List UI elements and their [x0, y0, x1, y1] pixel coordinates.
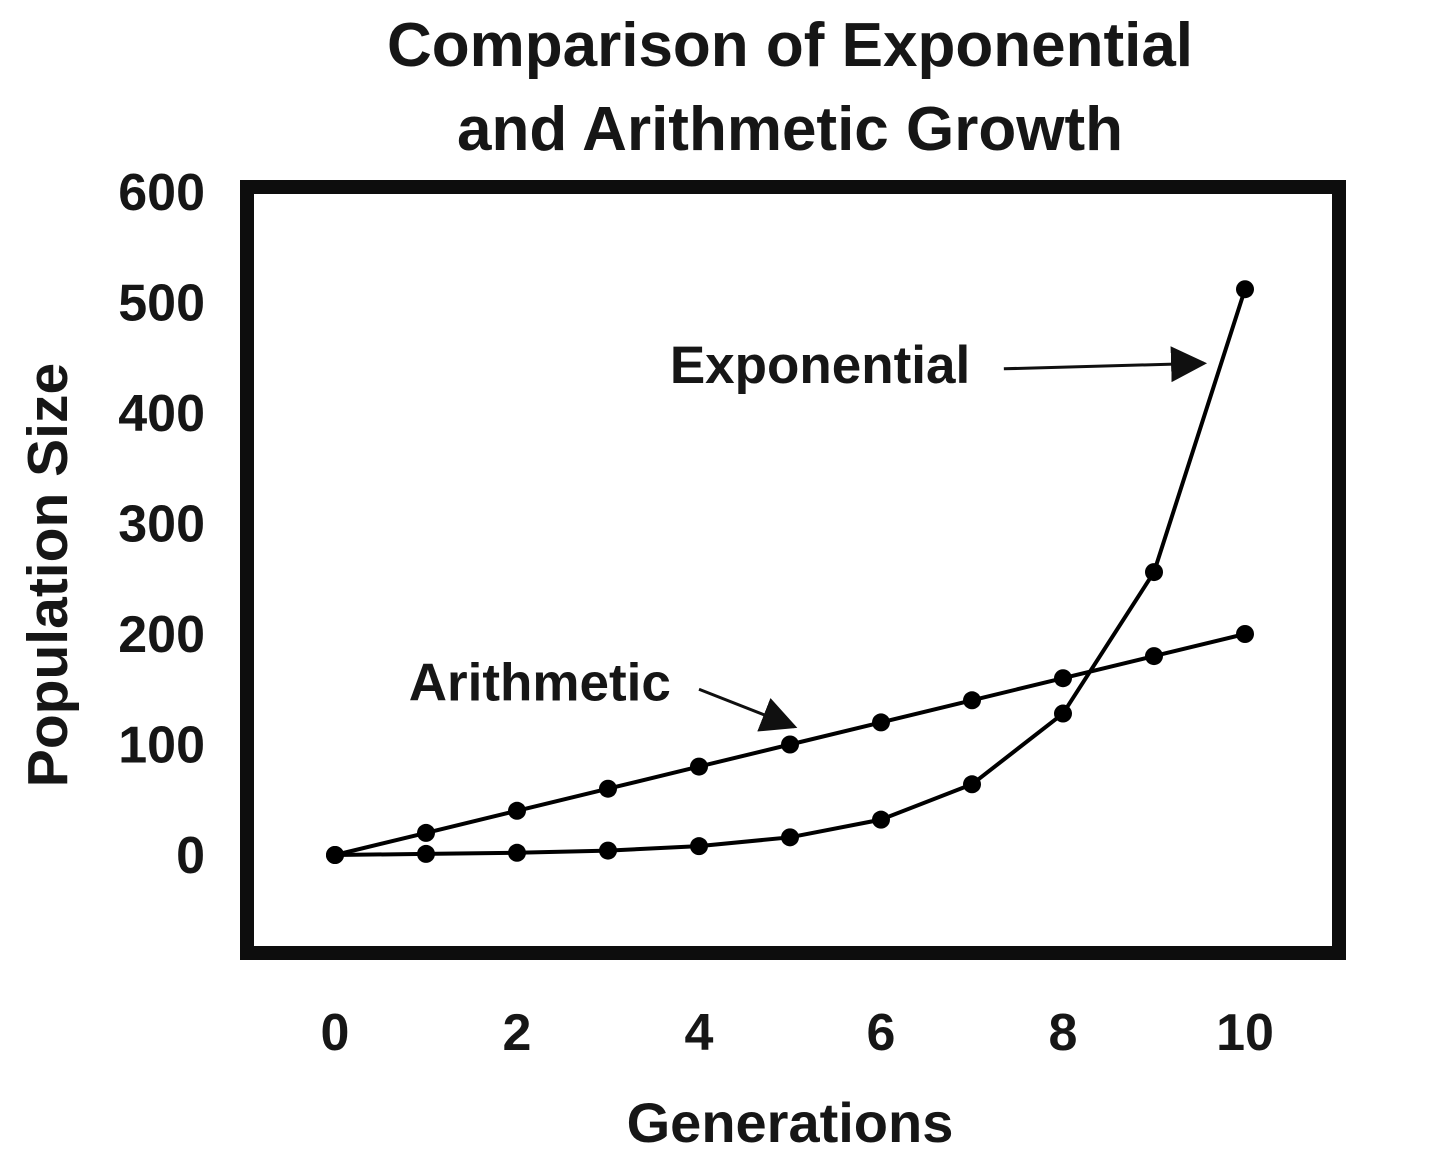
data-point-exponential [1054, 704, 1072, 723]
y-tick-label: 400 [118, 385, 205, 443]
chart-title-line-2: and Arithmetic Growth [457, 95, 1123, 164]
y-tick-label: 200 [118, 606, 205, 664]
data-point-exponential [508, 843, 526, 862]
data-point-exponential [417, 844, 435, 863]
data-point-arithmetic [963, 691, 981, 710]
plot-border [240, 180, 1346, 960]
y-tick-label: 0 [176, 827, 205, 885]
x-tick-label: 6 [867, 1004, 896, 1062]
annotation-arrow-arithmetic [698, 687, 798, 732]
x-axis-label: Generations [626, 1091, 954, 1154]
data-point-arithmetic [326, 846, 344, 864]
chart-title-line-1: Comparison of Exponential [386, 11, 1194, 80]
data-point-arithmetic [872, 713, 890, 732]
y-tick-label: 500 [118, 275, 205, 333]
data-point-arithmetic [599, 779, 617, 798]
data-point-arithmetic [781, 735, 799, 754]
data-point-arithmetic [690, 757, 708, 776]
data-point-arithmetic [1236, 625, 1254, 643]
data-point-exponential [963, 775, 981, 794]
x-tick-label: 8 [1049, 1004, 1078, 1062]
data-point-exponential [1145, 563, 1163, 582]
y-tick-label: 100 [118, 717, 205, 775]
annotation-label-arithmetic: Arithmetic [409, 653, 671, 712]
annotation-label-exponential: Exponential [670, 336, 970, 395]
y-tick-label: 600 [118, 164, 205, 222]
data-point-arithmetic [1054, 669, 1072, 688]
x-tick-label: 10 [1216, 1004, 1274, 1062]
x-tick-label: 0 [321, 1004, 350, 1062]
data-point-arithmetic [1145, 647, 1163, 666]
y-tick-label: 300 [118, 496, 205, 554]
data-point-arithmetic [508, 801, 526, 820]
x-tick-label: 2 [503, 1004, 532, 1062]
data-point-exponential [1236, 280, 1254, 299]
annotation-arrow-exponential [1003, 346, 1208, 383]
data-point-exponential [872, 810, 890, 829]
data-point-arithmetic [417, 823, 435, 842]
data-point-exponential [781, 828, 799, 847]
chart-title: Comparison of Exponential and Arithmetic… [240, 4, 1340, 172]
data-point-exponential [690, 837, 708, 856]
x-tick-label: 4 [685, 1004, 714, 1062]
data-point-exponential [599, 841, 617, 860]
